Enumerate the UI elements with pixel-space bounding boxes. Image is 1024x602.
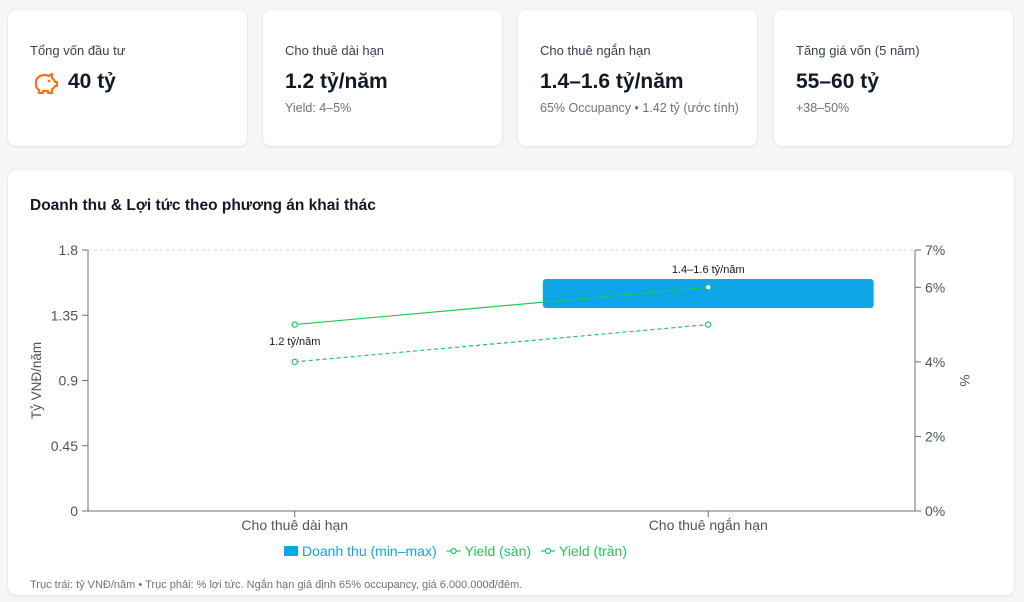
y-tick-label: 1.35 <box>51 307 78 323</box>
kpi-value: 1.2 tỷ/năm <box>285 70 388 93</box>
revenue-range-bar <box>542 279 874 308</box>
kpi-label: Cho thuê ngắn hạn <box>540 43 651 58</box>
y-tick-label: 1.8 <box>59 242 79 258</box>
y2-tick-label: 2% <box>925 428 945 444</box>
legend-swatch-bar <box>284 546 298 556</box>
piggy-bank-icon <box>34 72 58 94</box>
kpi-value: 40 tỷ <box>68 70 116 93</box>
x-tick-label: Cho thuê dài hạn <box>241 517 348 533</box>
kpi-sub: Yield: 4–5% <box>285 101 352 115</box>
y2-tick-label: 7% <box>925 242 945 258</box>
y-tick-label: 0.45 <box>51 438 78 454</box>
bar-data-label: 1.2 tỷ/năm <box>269 336 320 348</box>
y2-tick-label: 6% <box>925 279 945 295</box>
chart-card: Doanh thu & Lợi tức theo phương án khai … <box>8 170 1014 595</box>
kpi-card-long-term: Cho thuê dài hạn 1.2 tỷ/năm Yield: 4–5% <box>263 10 502 146</box>
kpi-sub: +38–50% <box>796 101 850 115</box>
revenue-yield-chart: 0 0.45 0.9 1.35 1.8 0% 2% 4% 6% 7% Cho thuê dài hạ… <box>29 242 972 559</box>
legend-label: Doanh thu (min–max) <box>302 543 437 559</box>
legend-label: Yield (trần) <box>559 543 627 559</box>
y-axis-title: Tỷ VNĐ/năm <box>29 342 44 419</box>
kpi-value: 55–60 tỷ <box>796 70 879 93</box>
kpi-sub: 65% Occupancy • 1.42 tỷ (ước tính) <box>540 101 739 115</box>
yield-floor-line <box>294 286 709 326</box>
yield-ceiling-line <box>294 323 709 363</box>
chart-title: Doanh thu & Lợi tức theo phương án khai … <box>30 197 376 214</box>
y2-tick-label: 4% <box>925 354 945 370</box>
y-tick-label: 0 <box>70 503 78 519</box>
kpi-card-short-term: Cho thuê ngắn hạn 1.4–1.6 tỷ/năm 65% Occ… <box>518 10 757 146</box>
yield-point <box>705 321 712 328</box>
yield-point <box>705 284 712 291</box>
kpi-label: Tổng vốn đầu tư <box>30 43 126 58</box>
kpi-label: Tăng giá vốn (5 năm) <box>796 43 920 58</box>
yield-point <box>291 321 298 328</box>
legend-swatch-marker <box>450 547 457 555</box>
legend-swatch-marker <box>544 547 552 555</box>
y-tick-label: 0.9 <box>59 373 79 389</box>
chart-footnote: Trục trái: tỷ VNĐ/năm • Trục phải: % lợi… <box>30 579 523 591</box>
kpi-label: Cho thuê dài hạn <box>285 43 385 58</box>
y2-tick-label: 0% <box>925 503 945 519</box>
bar-data-label: 1.4–1.6 tỷ/năm <box>672 264 745 276</box>
kpi-value: 1.4–1.6 tỷ/năm <box>540 70 684 93</box>
kpi-card-total-capital: Tổng vốn đầu tư 40 tỷ <box>8 10 247 146</box>
yield-point <box>291 358 298 366</box>
y2-axis-title: % <box>957 374 972 386</box>
x-tick-label: Cho thuê ngắn hạn <box>649 517 768 533</box>
kpi-card-capital-gain: Tăng giá vốn (5 năm) 55–60 tỷ +38–50% <box>774 10 1013 146</box>
legend-label: Yield (sàn) <box>465 543 531 559</box>
